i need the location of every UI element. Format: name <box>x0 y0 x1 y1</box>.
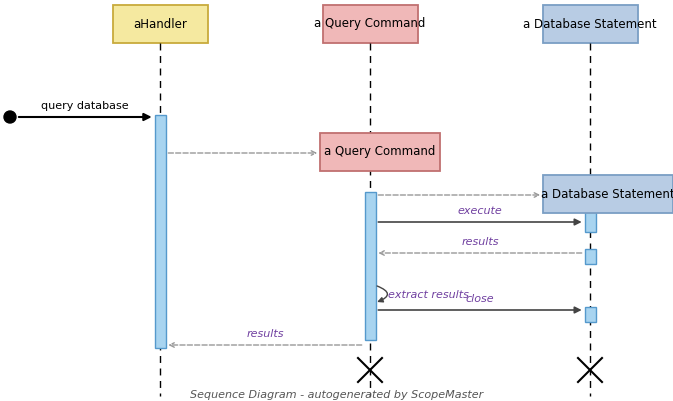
FancyBboxPatch shape <box>155 115 166 348</box>
FancyBboxPatch shape <box>112 5 207 43</box>
FancyBboxPatch shape <box>322 5 417 43</box>
Text: a Database Statement: a Database Statement <box>523 18 657 30</box>
Text: extract results: extract results <box>388 290 468 300</box>
FancyBboxPatch shape <box>542 5 637 43</box>
Text: close: close <box>466 294 494 304</box>
Text: Sequence Diagram - autogenerated by ScopeMaster: Sequence Diagram - autogenerated by Scop… <box>190 390 483 400</box>
FancyBboxPatch shape <box>320 133 440 171</box>
FancyBboxPatch shape <box>365 192 376 340</box>
Text: a Database Statement: a Database Statement <box>541 188 673 200</box>
Text: a Query Command: a Query Command <box>324 146 435 158</box>
Text: execute: execute <box>458 206 502 216</box>
Text: a Query Command: a Query Command <box>314 18 426 30</box>
Text: query database: query database <box>41 101 129 111</box>
Text: results: results <box>246 329 284 339</box>
Text: aHandler: aHandler <box>133 18 187 30</box>
Circle shape <box>4 111 16 123</box>
FancyBboxPatch shape <box>584 212 596 232</box>
Text: results: results <box>461 237 499 247</box>
FancyBboxPatch shape <box>584 307 596 322</box>
FancyBboxPatch shape <box>584 249 596 264</box>
FancyBboxPatch shape <box>543 175 673 213</box>
